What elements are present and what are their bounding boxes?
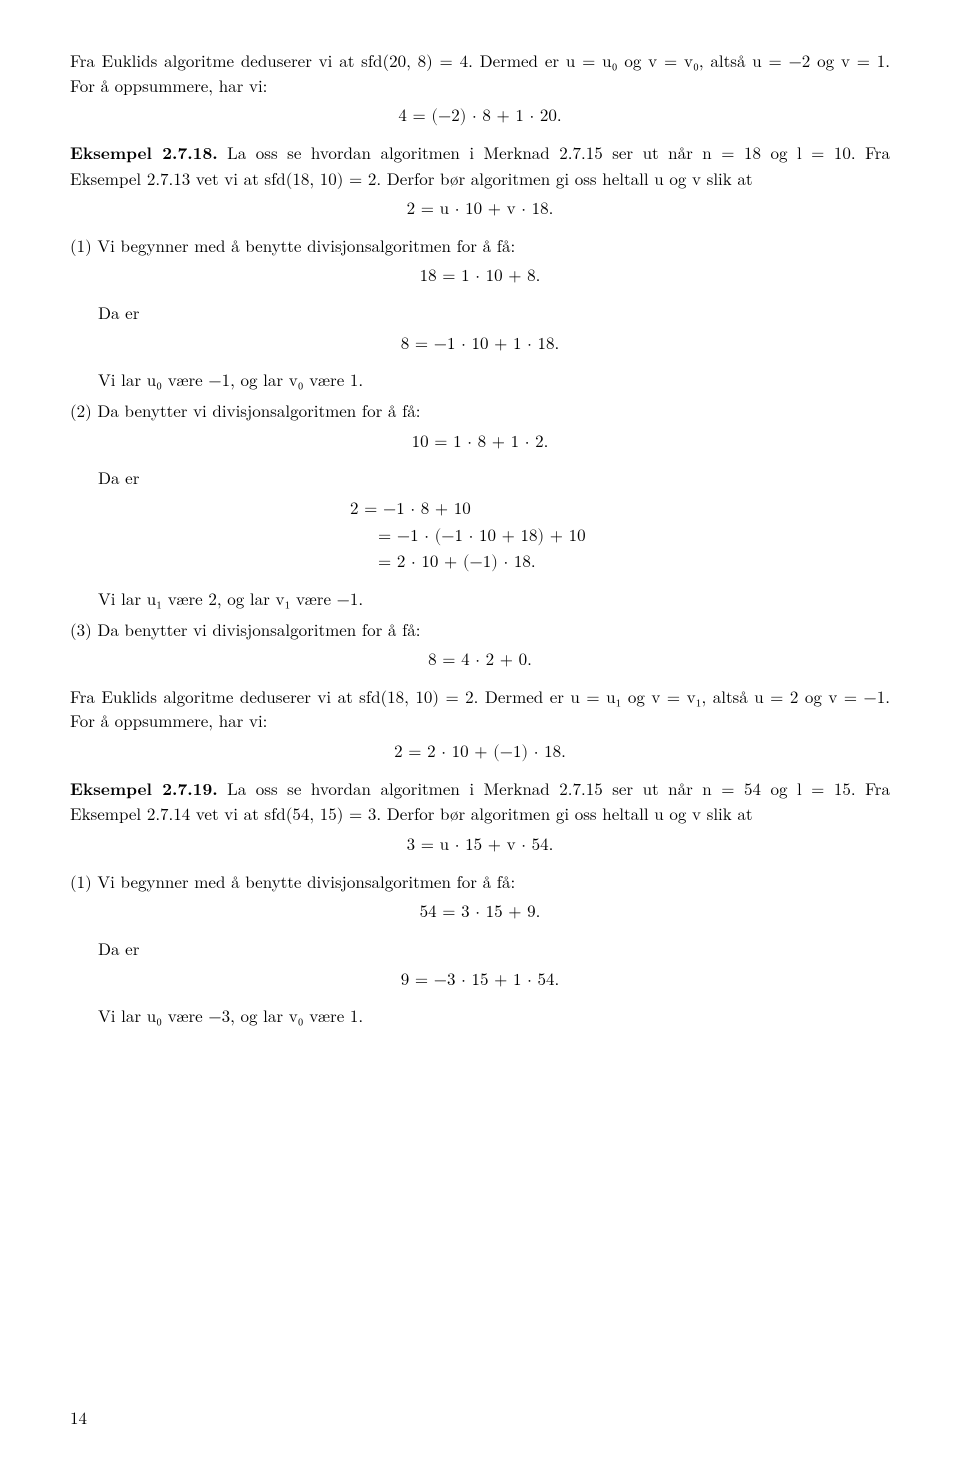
equation-6b: = −1 · (−1 · 10 + 18) + 10 <box>350 525 890 550</box>
equation-2: 2 = u · 10 + v · 18. <box>70 198 890 223</box>
equation-1: 4 = (−2) · 8 + 1 · 20. <box>70 105 890 130</box>
example-2-7-18: Eksempel 2.7.18. La oss se hvordan algor… <box>70 140 890 190</box>
equation-11: 9 = −3 · 15 + 1 · 54. <box>70 969 890 994</box>
equation-6a: 2 = −1 · 8 + 10 <box>350 498 890 523</box>
step-3-text: (3) Da benytter vi divisjonsalgoritmen f… <box>88 617 890 642</box>
example-2-7-19-heading: Eksempel 2.7.19. <box>70 777 218 801</box>
equation-3: 18 = 1 · 10 + 8. <box>70 265 890 290</box>
example-2-7-19: Eksempel 2.7.19. La oss se hvordan algor… <box>70 776 890 826</box>
equation-9: 3 = u · 15 + v · 54. <box>70 834 890 859</box>
equation-6c: = 2 · 10 + (−1) · 18. <box>350 551 890 576</box>
da-er-2: Da er <box>98 465 890 490</box>
page-number: 14 <box>70 1405 87 1430</box>
paragraph-conclusion-1: Fra Euklids algoritme deduserer vi at sf… <box>70 684 890 733</box>
equation-4: 8 = −1 · 10 + 1 · 18. <box>70 333 890 358</box>
equation-10: 54 = 3 · 15 + 9. <box>70 901 890 926</box>
step-1-conclusion-b: Vi lar u₀ være −3, og lar v₀ være 1. <box>98 1003 890 1028</box>
example-2-7-18-heading: Eksempel 2.7.18. <box>70 141 218 165</box>
step-1-text: (1) Vi begynner med å benytte divisjonsa… <box>88 233 890 258</box>
step-2-conclusion: Vi lar u₁ være 2, og lar v₁ være −1. <box>98 586 890 611</box>
equation-8: 2 = 2 · 10 + (−1) · 18. <box>70 741 890 766</box>
equation-7: 8 = 4 · 2 + 0. <box>70 649 890 674</box>
paragraph-intro: Fra Euklids algoritme deduserer vi at sf… <box>70 48 890 97</box>
step-1-conclusion: Vi lar u₀ være −1, og lar v₀ være 1. <box>98 367 890 392</box>
step-1-text-b: (1) Vi begynner med å benytte divisjonsa… <box>88 869 890 894</box>
equation-5: 10 = 1 · 8 + 1 · 2. <box>70 431 890 456</box>
da-er-3: Da er <box>98 936 890 961</box>
da-er-1: Da er <box>98 300 890 325</box>
equation-6-block: 2 = −1 · 8 + 10 = −1 · (−1 · 10 + 18) + … <box>70 498 890 576</box>
step-2-text: (2) Da benytter vi divisjonsalgoritmen f… <box>88 398 890 423</box>
